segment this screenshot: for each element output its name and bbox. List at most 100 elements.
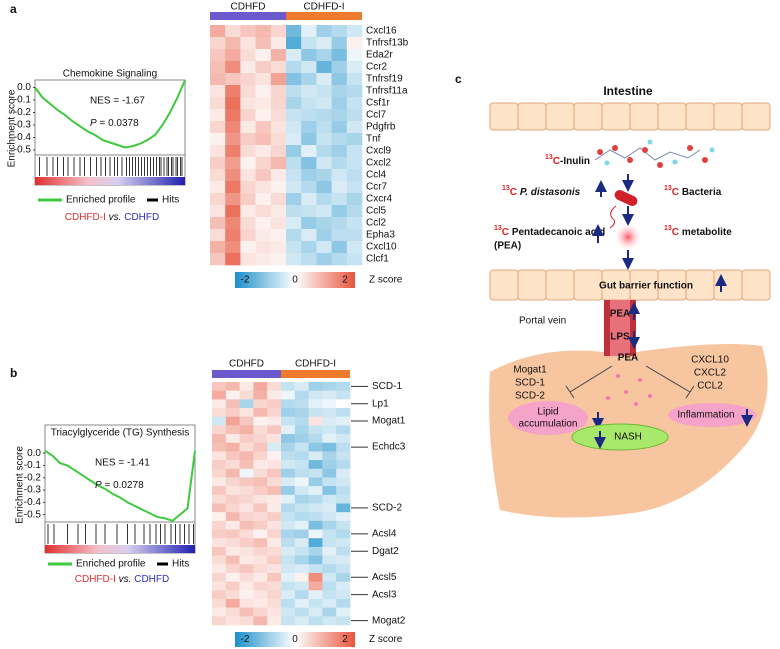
heat-cell: [301, 85, 317, 98]
y-axis-title: Enrichment score: [7, 89, 18, 167]
heat-cell: [281, 408, 296, 418]
heat-cell: [281, 434, 296, 444]
heat-cell: [240, 145, 256, 158]
heat-cell: [253, 416, 268, 426]
heat-cell: [253, 607, 268, 617]
heat-cell: [322, 538, 337, 548]
heat-cell: [316, 121, 332, 134]
row-label: Tnfrsf13b: [366, 38, 409, 49]
heat-cell: [267, 590, 282, 600]
heat-cell: [331, 193, 348, 206]
heat-cell: [301, 145, 317, 158]
heat-cell: [331, 205, 348, 218]
heat-cell: [346, 133, 363, 146]
heat-cell: [267, 399, 282, 409]
heat-cell: [336, 468, 351, 478]
heat-cell: [240, 73, 256, 86]
heat-cell: [267, 451, 282, 461]
panel-label: c: [455, 72, 462, 86]
heat-cell: [240, 49, 256, 62]
heat-cell: [270, 193, 287, 206]
heat-cell: [255, 97, 272, 110]
heat-cell: [253, 546, 268, 556]
y-tick-label: -0.3: [14, 120, 32, 131]
liver-pea: PEA: [618, 353, 639, 364]
pea-dots: [606, 374, 652, 406]
row-label: Acsl3: [372, 589, 397, 600]
heat-cell: [255, 109, 272, 122]
heat-cell: [294, 512, 309, 522]
heat-cell: [210, 61, 226, 74]
heat-cell: [316, 25, 332, 38]
heat-cell: [308, 546, 323, 556]
heat-cell: [286, 169, 302, 182]
y-tick-label: -0.2: [24, 472, 42, 483]
heat-cell: [322, 442, 337, 452]
heat-cell: [267, 564, 282, 574]
heat-cell: [294, 529, 309, 539]
heat-cell: [239, 494, 254, 504]
heat-cell: [210, 97, 226, 110]
heat-cell: [346, 181, 363, 194]
heat-cell: [240, 109, 256, 122]
heat-cell: [225, 229, 241, 242]
row-label: Ccr7: [366, 182, 388, 193]
heat-cell: [336, 416, 351, 426]
heat-cell: [270, 253, 287, 266]
heat-cell: [240, 85, 256, 98]
heat-cell: [240, 37, 256, 50]
heat-cell: [316, 253, 332, 266]
heat-cell: [239, 451, 254, 461]
heat-cell: [253, 494, 268, 504]
heat-cell: [270, 49, 287, 62]
row-label: Ccl7: [366, 110, 386, 121]
heat-cell: [212, 425, 227, 435]
heat-cell: [336, 503, 351, 513]
heat-cell: [346, 229, 363, 242]
heat-cell: [267, 434, 282, 444]
row-label: Ccl4: [366, 170, 386, 181]
isotope: 13: [664, 225, 672, 232]
group-bar: [212, 370, 281, 378]
heat-cell: [281, 494, 296, 504]
rank-bar: [45, 545, 195, 553]
heat-cell: [225, 529, 240, 539]
heat-cell: [212, 477, 227, 487]
heat-cell: [294, 590, 309, 600]
heat-cell: [308, 520, 323, 530]
heat-cell: [286, 121, 302, 134]
heat-cell: [322, 529, 337, 539]
heat-cell: [212, 442, 227, 452]
heat-cell: [225, 590, 240, 600]
heat-cell: [225, 157, 241, 170]
heat-cell: [239, 538, 254, 548]
heat-cell: [331, 109, 348, 122]
inhibition: [565, 365, 695, 399]
heat-cell: [267, 425, 282, 435]
heat-cell: [253, 451, 268, 461]
heat-cell: [286, 97, 302, 110]
metabolite-label: 13C metabolite: [664, 225, 732, 238]
heat-cell: [210, 193, 226, 206]
heat-cell: [336, 399, 351, 409]
p-value: P = 0.0278: [95, 480, 144, 491]
heat-cell: [316, 61, 332, 74]
row-label: Cxcr4: [366, 194, 393, 205]
heat-cell: [322, 390, 337, 400]
element: C: [553, 156, 560, 167]
heat-cell: [286, 109, 302, 122]
row-label: Mogat2: [372, 615, 406, 626]
heat-cell: [267, 477, 282, 487]
heat-cell: [322, 546, 337, 556]
heat-cell: [301, 133, 317, 146]
heat-cell: [294, 416, 309, 426]
heat-cell: [316, 85, 332, 98]
heat-cell: [270, 121, 287, 134]
heat-cell: [281, 460, 296, 470]
heat-cell: [239, 555, 254, 565]
heat-cell: [239, 425, 254, 435]
heat-cell: [294, 546, 309, 556]
heat-cell: [210, 25, 226, 38]
heat-cell: [336, 581, 351, 591]
y-tick-label: -0.2: [14, 107, 32, 118]
